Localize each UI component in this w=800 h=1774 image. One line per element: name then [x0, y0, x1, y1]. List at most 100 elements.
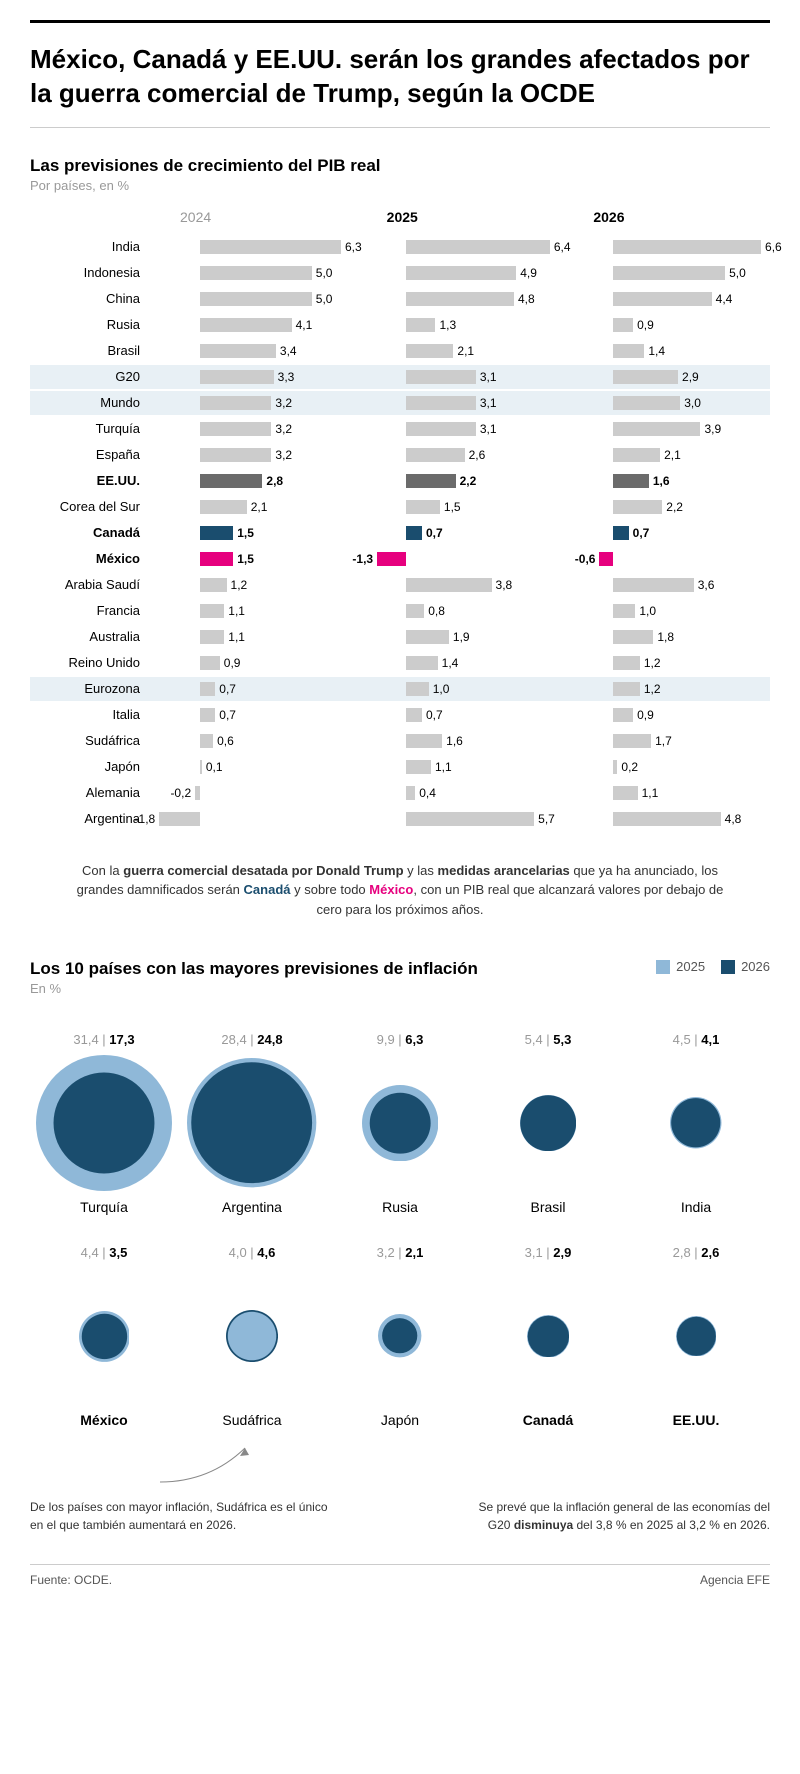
bubble-svg	[226, 1266, 278, 1406]
bubble-name: Brasil	[530, 1199, 565, 1215]
gdp-row: España3,22,62,1	[30, 443, 770, 467]
bubble-values: 28,4 | 24,8	[221, 1032, 282, 1047]
gdp-bar-value: 0,7	[219, 706, 236, 724]
legend-swatch	[656, 960, 670, 974]
gdp-bar-value: 3,2	[275, 420, 292, 438]
bubble-svg	[670, 1053, 721, 1193]
gdp-row: Canadá1,50,70,7	[30, 521, 770, 545]
footer-agency: Agencia EFE	[700, 1573, 770, 1587]
bubble-name: India	[681, 1199, 711, 1215]
inflation-legend: 2025 2026	[656, 959, 770, 974]
gdp-bar-value: 3,2	[275, 446, 292, 464]
gdp-bar-value: 1,6	[653, 472, 670, 490]
gdp-row: Corea del Sur2,11,52,2	[30, 495, 770, 519]
gdp-bar-value: 2,8	[266, 472, 283, 490]
gdp-bar-value: 1,2	[644, 680, 661, 698]
gdp-bar-cell: 0,8	[357, 602, 564, 620]
gdp-bar-cell: 1,1	[150, 628, 357, 646]
gdp-bar-cell: 2,2	[563, 498, 770, 516]
gdp-row: Mundo3,23,13,0	[30, 391, 770, 415]
gdp-bar-value: 1,2	[644, 654, 661, 672]
gdp-row: China5,04,84,4	[30, 287, 770, 311]
footer-rule	[30, 1564, 770, 1565]
gdp-bar-value: 2,2	[460, 472, 477, 490]
bubble-svg	[378, 1266, 421, 1406]
bubble-cell: 9,9 | 6,3 Rusia	[326, 1032, 474, 1215]
gdp-row: México1,5-1,3-0,6	[30, 547, 770, 571]
gdp-row-label: Italia	[30, 707, 150, 722]
gdp-row-label: EE.UU.	[30, 473, 150, 488]
gdp-row-label: Alemania	[30, 785, 150, 800]
gdp-row-label: Sudáfrica	[30, 733, 150, 748]
gdp-bar-value: 0,9	[224, 654, 241, 672]
gdp-row: Japón0,11,10,2	[30, 755, 770, 779]
sudafrica-arrow	[30, 1458, 770, 1488]
year-header: 2024	[150, 209, 357, 225]
bubble-svg	[520, 1053, 576, 1193]
gdp-bar-value: 2,1	[251, 498, 268, 516]
gdp-row: Brasil3,42,11,4	[30, 339, 770, 363]
gdp-bar-value: 0,4	[419, 784, 436, 802]
gdp-bar-value: 1,7	[655, 732, 672, 750]
bubble-values: 3,1 | 2,9	[525, 1245, 572, 1260]
gdp-bar-value: 3,1	[480, 394, 497, 412]
gdp-bar-value: 1,6	[446, 732, 463, 750]
gdp-bar-cell: 4,4	[563, 290, 770, 308]
gdp-row: Francia1,10,81,0	[30, 599, 770, 623]
gdp-bar-cell: 1,5	[357, 498, 564, 516]
legend-item: 2026	[721, 959, 770, 974]
bubble-values: 9,9 | 6,3	[377, 1032, 424, 1047]
gdp-bar-cell: 5,0	[563, 264, 770, 282]
gdp-bar-cell: 3,9	[563, 420, 770, 438]
gdp-bar-value: 2,1	[664, 446, 681, 464]
gdp-bar-cell: 2,1	[357, 342, 564, 360]
gdp-bar-cell: 3,1	[357, 394, 564, 412]
gdp-row: Arabia Saudí1,23,83,6	[30, 573, 770, 597]
gdp-bar-cell: 0,7	[150, 680, 357, 698]
gdp-bar-cell: 1,5	[150, 550, 357, 568]
gdp-bar-value: 0,9	[637, 316, 654, 334]
bubble-name: Rusia	[382, 1199, 418, 1215]
legend-label: 2025	[676, 959, 705, 974]
gdp-bar-cell: 6,3	[150, 238, 357, 256]
gdp-bar-value: 5,0	[316, 264, 333, 282]
bubble-cell: 28,4 | 24,8Argentina	[178, 1032, 326, 1215]
gdp-row-label: Japón	[30, 759, 150, 774]
gdp-row-label: Arabia Saudí	[30, 577, 150, 592]
gdp-row: EE.UU. 2,8 2,2 1,6	[30, 469, 770, 493]
gdp-bar-cell: 1,6	[357, 732, 564, 750]
body-text: Con la guerra comercial desatada por Don…	[70, 861, 730, 920]
note-left: De los países con mayor inflación, Sudáf…	[30, 1498, 341, 1534]
gdp-bar-value: 5,0	[316, 290, 333, 308]
gdp-title: Las previsiones de crecimiento del PIB r…	[30, 156, 770, 176]
footer-source: Fuente: OCDE.	[30, 1573, 112, 1587]
gdp-bar-value: 4,4	[716, 290, 733, 308]
gdp-row: Sudáfrica0,61,61,7	[30, 729, 770, 753]
bubble-values: 4,5 | 4,1	[673, 1032, 720, 1047]
inflation-title: Los 10 países con las mayores previsione…	[30, 959, 478, 979]
mid-rule	[30, 127, 770, 128]
gdp-bar-cell: 1,1	[150, 602, 357, 620]
gdp-row-label: España	[30, 447, 150, 462]
gdp-bar-cell: -1,3	[357, 550, 564, 568]
gdp-bar-value: 3,8	[496, 576, 513, 594]
gdp-row-label: Australia	[30, 629, 150, 644]
gdp-bar-cell: 0,2	[563, 758, 770, 776]
gdp-bar-cell: 2,1	[150, 498, 357, 516]
gdp-bar-cell: 1,2	[563, 680, 770, 698]
gdp-year-headers: 202420252026	[30, 209, 770, 225]
gdp-bar-value: 1,2	[231, 576, 248, 594]
gdp-bar-value: 3,2	[275, 394, 292, 412]
gdp-bar-cell: 2,2	[357, 472, 564, 490]
gdp-bar-cell: 4,9	[357, 264, 564, 282]
gdp-bar-cell: 1,8	[563, 628, 770, 646]
gdp-bar-cell: 3,8	[357, 576, 564, 594]
bubble-cell: 4,4 | 3,5México	[30, 1245, 178, 1428]
gdp-subtitle: Por países, en %	[30, 178, 770, 193]
gdp-row-label: Francia	[30, 603, 150, 618]
gdp-bar-cell: 3,1	[357, 420, 564, 438]
gdp-bar-cell: 1,1	[357, 758, 564, 776]
gdp-bar-cell: 1,4	[563, 342, 770, 360]
gdp-row: Rusia4,11,30,9	[30, 313, 770, 337]
gdp-bar-cell: 0,7	[357, 524, 564, 542]
